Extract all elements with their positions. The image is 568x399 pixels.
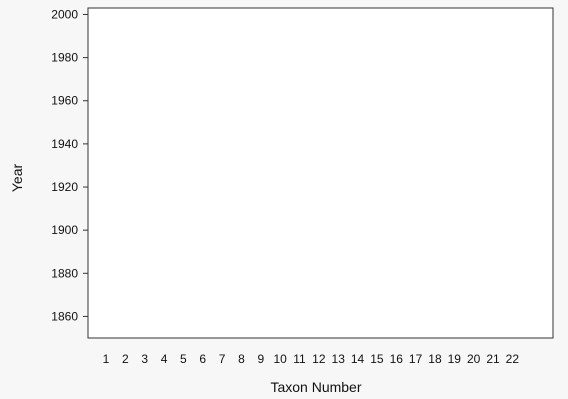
x-axis-title: Taxon Number — [270, 379, 361, 395]
x-tick-label: 11 — [293, 352, 306, 366]
x-tick-label: 9 — [257, 352, 264, 366]
x-tick-label: 12 — [312, 352, 326, 366]
x-tick-label: 21 — [486, 352, 500, 366]
y-tick-label: 1980 — [51, 51, 78, 65]
x-tick-label: 7 — [219, 352, 226, 366]
x-tick-label: 14 — [351, 352, 365, 366]
x-tick-label: 4 — [161, 352, 168, 366]
y-tick-label: 2000 — [51, 7, 78, 21]
plot-frame — [87, 7, 554, 339]
x-tick-label: 22 — [506, 352, 520, 366]
y-tick-label: 1960 — [51, 94, 78, 108]
x-tick-label: 1 — [103, 352, 110, 366]
x-tick-label: 20 — [467, 352, 481, 366]
x-tick-label: 8 — [238, 352, 245, 366]
x-tick-label: 17 — [409, 352, 423, 366]
x-tick-label: 3 — [141, 352, 148, 366]
x-tick-label: 15 — [370, 352, 384, 366]
y-tick-label: 1940 — [51, 137, 78, 151]
x-tick-label: 13 — [332, 352, 346, 366]
y-tick-label: 1900 — [51, 223, 78, 237]
x-tick-label: 18 — [428, 352, 442, 366]
x-tick-label: 5 — [180, 352, 187, 366]
x-tick-label: 2 — [122, 352, 129, 366]
y-tick-label: 1860 — [51, 309, 78, 323]
x-tick-label: 19 — [448, 352, 462, 366]
y-tick-label: 1920 — [51, 180, 78, 194]
y-axis-title: Year — [9, 164, 25, 193]
x-tick-label: 6 — [199, 352, 206, 366]
y-tick-label: 1880 — [51, 266, 78, 280]
x-tick-label: 10 — [273, 352, 287, 366]
x-tick-label: 16 — [390, 352, 404, 366]
